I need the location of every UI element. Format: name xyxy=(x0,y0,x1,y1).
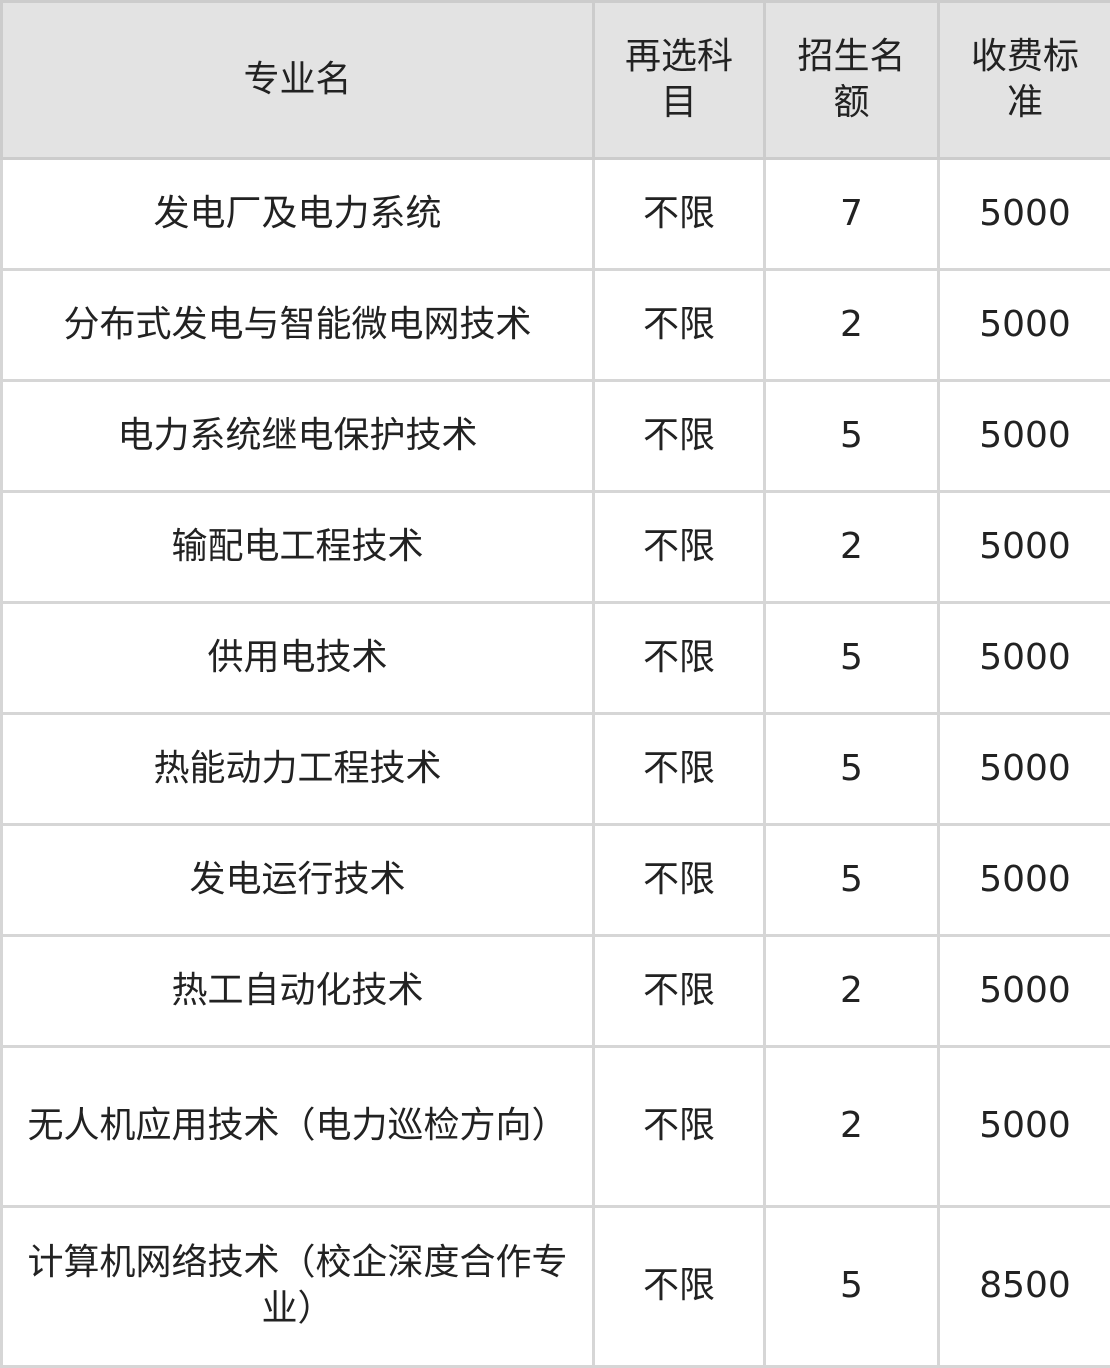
table-cell: 不限 xyxy=(592,378,766,493)
table-cell: 2 xyxy=(763,933,940,1048)
header-row: 专业名 再选科目 招生名额 收费标准 xyxy=(0,0,1110,160)
table-cell: 热工自动化技术 xyxy=(0,933,595,1048)
table-cell: 输配电工程技术 xyxy=(0,489,595,604)
table-cell: 计算机网络技术（校企深度合作专业） xyxy=(0,1204,595,1368)
table-row: 无人机应用技术（电力巡检方向） 不限 2 5000 xyxy=(0,1044,1110,1208)
table-cell: 发电厂及电力系统 xyxy=(0,157,595,271)
column-header: 专业名 xyxy=(0,0,595,160)
table-row: 发电厂及电力系统 不限 7 5000 xyxy=(0,157,1110,271)
table-cell: 5 xyxy=(763,711,940,826)
table-cell: 5000 xyxy=(937,822,1110,937)
table-row: 发电运行技术 不限 5 5000 xyxy=(0,822,1110,937)
table-cell: 不限 xyxy=(592,157,766,271)
table-row: 供用电技术 不限 5 5000 xyxy=(0,600,1110,715)
table-cell: 5000 xyxy=(937,378,1110,493)
table-row: 分布式发电与智能微电网技术 不限 2 5000 xyxy=(0,267,1110,382)
column-header: 再选科目 xyxy=(592,0,766,160)
table-cell: 热能动力工程技术 xyxy=(0,711,595,826)
table-row: 热工自动化技术 不限 2 5000 xyxy=(0,933,1110,1048)
table-row: 输配电工程技术 不限 2 5000 xyxy=(0,489,1110,604)
table-cell: 不限 xyxy=(592,933,766,1048)
table-cell: 无人机应用技术（电力巡检方向） xyxy=(0,1044,595,1208)
table-cell: 不限 xyxy=(592,600,766,715)
table-cell: 5 xyxy=(763,600,940,715)
table-cell: 5000 xyxy=(937,157,1110,271)
table-cell: 发电运行技术 xyxy=(0,822,595,937)
table-cell: 不限 xyxy=(592,1204,766,1368)
table-row: 计算机网络技术（校企深度合作专业） 不限 5 8500 xyxy=(0,1204,1110,1368)
table-cell: 8500 xyxy=(937,1204,1110,1368)
table-cell: 5000 xyxy=(937,1044,1110,1208)
table-cell: 不限 xyxy=(592,267,766,382)
table-cell: 5000 xyxy=(937,600,1110,715)
table-cell: 5000 xyxy=(937,711,1110,826)
table-cell: 5000 xyxy=(937,267,1110,382)
table-cell: 5000 xyxy=(937,933,1110,1048)
table-cell: 2 xyxy=(763,267,940,382)
table-row: 电力系统继电保护技术 不限 5 5000 xyxy=(0,378,1110,493)
table-cell: 2 xyxy=(763,489,940,604)
table-cell: 2 xyxy=(763,1044,940,1208)
table-cell: 分布式发电与智能微电网技术 xyxy=(0,267,595,382)
table-cell: 5000 xyxy=(937,489,1110,604)
table-cell: 供用电技术 xyxy=(0,600,595,715)
table-cell: 不限 xyxy=(592,489,766,604)
table-cell: 电力系统继电保护技术 xyxy=(0,378,595,493)
table-cell: 不限 xyxy=(592,822,766,937)
table-cell: 7 xyxy=(763,157,940,271)
table-cell: 不限 xyxy=(592,711,766,826)
column-header: 招生名额 xyxy=(763,0,940,160)
table-cell: 5 xyxy=(763,822,940,937)
table-cell: 5 xyxy=(763,378,940,493)
table-cell: 5 xyxy=(763,1204,940,1368)
column-header: 收费标准 xyxy=(937,0,1110,160)
table-row: 热能动力工程技术 不限 5 5000 xyxy=(0,711,1110,826)
table-cell: 不限 xyxy=(592,1044,766,1208)
